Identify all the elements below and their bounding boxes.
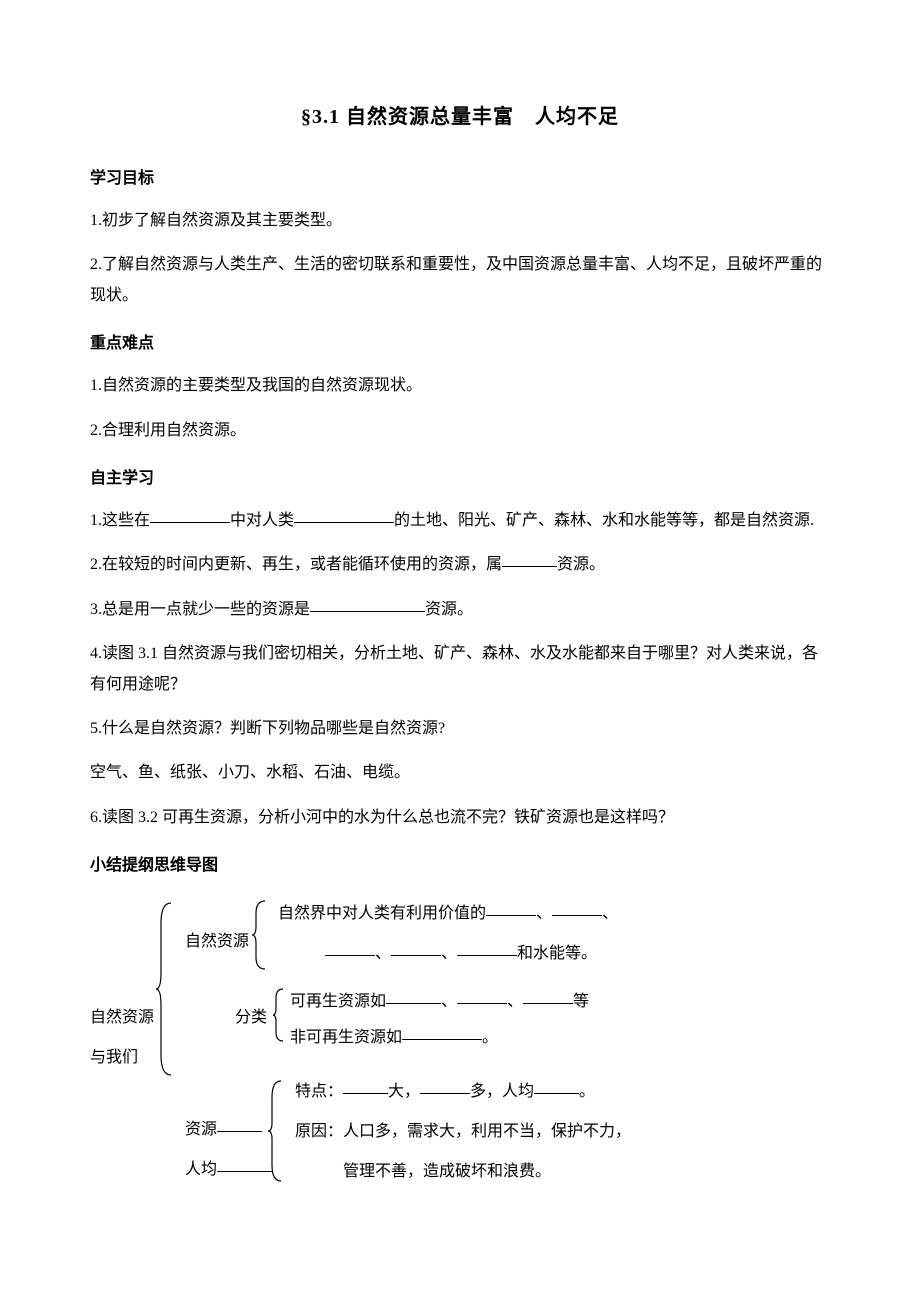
- mm-branch2-label: 分类: [235, 1001, 267, 1035]
- s2-text-b: 资源。: [557, 556, 605, 573]
- goal-2: 2.了解自然资源与人类生产、生活的密切联系和重要性，及中国资源总量丰富、人均不足…: [90, 250, 830, 311]
- brace-icon: [252, 901, 270, 969]
- mm-root-2: 与我们: [90, 1041, 138, 1075]
- heading-keypoints: 重点难点: [90, 329, 830, 353]
- blank: [552, 899, 602, 916]
- mm-branch3-line1: 特点： 大， 多，人均 。: [295, 1075, 595, 1109]
- selfstudy-3: 3.总是用一点就少一些的资源是 资源。: [90, 595, 830, 625]
- selfstudy-1: 1.这些在 中对人类 的土地、阳光、矿产、森林、水和水能等等，都是自然资源.: [90, 506, 830, 536]
- text: 多，人均: [470, 1083, 534, 1100]
- blank: [343, 1077, 388, 1094]
- s1-text-b: 中对人类: [230, 512, 294, 529]
- page-title: §3.1 自然资源总量丰富 人均不足: [90, 100, 830, 129]
- sep: 、: [441, 945, 457, 962]
- mm-branch1-line2: 、 、 和水能等。: [325, 937, 597, 971]
- mm-branch1-line1: 自然界中对人类有利用价值的 、 、: [278, 897, 618, 931]
- text: 等: [573, 993, 589, 1010]
- sep: 、: [507, 993, 523, 1010]
- heading-goals: 学习目标: [90, 164, 830, 188]
- heading-summary: 小结提纲思维导图: [90, 851, 830, 875]
- selfstudy-2: 2.在较短的时间内更新、再生，或者能循环使用的资源，属 资源。: [90, 550, 830, 580]
- selfstudy-5: 5.什么是自然资源？判断下列物品哪些是自然资源?: [90, 714, 830, 744]
- keypoint-1: 1.自然资源的主要类型及我国的自然资源现状。: [90, 371, 830, 401]
- mm-branch2-line2: 非可再生资源如 。: [290, 1021, 498, 1055]
- sep: 、: [602, 905, 618, 922]
- text: 资源: [185, 1121, 217, 1138]
- brace-icon: [156, 903, 176, 1075]
- blank: [310, 595, 425, 612]
- blank: [523, 987, 573, 1004]
- sep: 、: [375, 945, 391, 962]
- mm-branch2-line1: 可再生资源如 、 、 等: [290, 985, 589, 1019]
- text: 可再生资源如: [290, 993, 386, 1010]
- blank: [534, 1077, 579, 1094]
- selfstudy-5-list: 空气、鱼、纸张、小刀、水稻、石油、电缆。: [90, 758, 830, 788]
- sep: 、: [441, 993, 457, 1010]
- blank: [217, 1115, 262, 1132]
- blank: [457, 987, 507, 1004]
- mm-branch3-label1: 资源: [185, 1113, 262, 1147]
- blank: [391, 939, 441, 956]
- mm-branch3-label2: 人均: [185, 1153, 272, 1187]
- s1-text-a: 1.这些在: [90, 512, 150, 529]
- blank: [386, 987, 441, 1004]
- selfstudy-6: 6.读图 3.2 可再生资源，分析小河中的水为什么总也流不完？铁矿资源也是这样吗…: [90, 803, 830, 833]
- blank: [217, 1155, 272, 1172]
- mm-branch3-line2: 原因：人口多，需求大，利用不当，保护不力，: [295, 1115, 631, 1149]
- s1-text-c: 的土地、阳光、矿产、森林、水和水能等等，都是自然资源.: [394, 512, 814, 529]
- keypoint-2: 2.合理利用自然资源。: [90, 416, 830, 446]
- selfstudy-4: 4.读图 3.1 自然资源与我们密切相关，分析土地、矿产、森林、水及水能都来自于…: [90, 639, 830, 700]
- text: 特点：: [295, 1083, 343, 1100]
- blank: [457, 939, 517, 956]
- blank: [150, 506, 230, 523]
- mindmap: 自然资源 与我们 自然资源 自然界中对人类有利用价值的、、 、、和水能等。 分类…: [90, 893, 830, 1203]
- heading-selfstudy: 自主学习: [90, 464, 830, 488]
- text: 人均: [185, 1161, 217, 1178]
- blank: [502, 550, 557, 567]
- text: 和水能等。: [517, 945, 597, 962]
- goal-1: 1.初步了解自然资源及其主要类型。: [90, 206, 830, 236]
- blank: [486, 899, 536, 916]
- blank: [294, 506, 394, 523]
- blank: [420, 1077, 470, 1094]
- document-page: §3.1 自然资源总量丰富 人均不足 学习目标 1.初步了解自然资源及其主要类型…: [0, 0, 920, 1302]
- blank: [325, 939, 375, 956]
- blank: [402, 1023, 482, 1040]
- text: 自然界中对人类有利用价值的: [278, 905, 486, 922]
- brace-icon: [268, 1081, 286, 1181]
- text: 大，: [388, 1083, 420, 1100]
- s3-text-b: 资源。: [425, 601, 473, 618]
- sep: 。: [482, 1029, 498, 1046]
- mm-branch1-label: 自然资源: [185, 925, 249, 959]
- brace-icon: [273, 989, 287, 1041]
- s3-text-a: 3.总是用一点就少一些的资源是: [90, 601, 310, 618]
- text: 。: [579, 1083, 595, 1100]
- s2-text-a: 2.在较短的时间内更新、再生，或者能循环使用的资源，属: [90, 556, 502, 573]
- mm-root-1: 自然资源: [90, 1001, 154, 1035]
- sep: 、: [536, 905, 552, 922]
- text: 非可再生资源如: [290, 1029, 402, 1046]
- mm-branch3-line3: 管理不善，造成破坏和浪费。: [343, 1155, 551, 1189]
